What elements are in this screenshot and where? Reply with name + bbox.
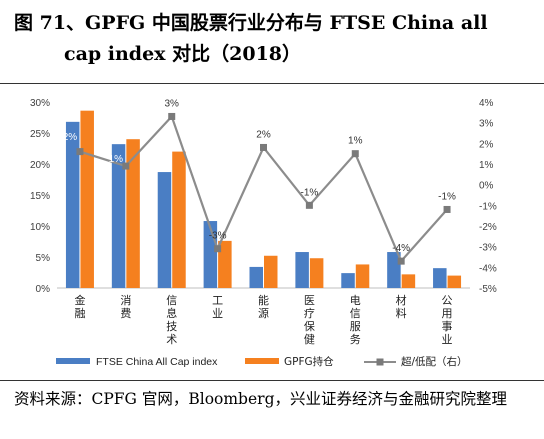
y-left-tick-label: 20%	[30, 160, 50, 171]
x-tick-label-char: 用	[442, 307, 453, 320]
x-tick-label-char: 息	[166, 306, 177, 320]
bar-gpfg	[172, 151, 186, 288]
diff-marker	[214, 245, 222, 253]
diff-marker	[351, 150, 359, 158]
y-right-tick-label: -3%	[479, 243, 497, 254]
diff-marker	[76, 148, 84, 156]
diff-marker	[305, 201, 313, 209]
source-note: 资料来源：CPFG 官网，Bloomberg，兴业证券经济与金融研究院整理	[14, 390, 507, 408]
diff-data-label: 2%	[256, 129, 271, 140]
x-tick-label-char: 业	[212, 307, 223, 320]
bar-ftse	[157, 172, 172, 288]
bar-gpfg	[355, 264, 370, 288]
y-left-tick-label: 15%	[30, 191, 50, 202]
diff-marker	[122, 162, 130, 170]
x-tick-label-char: 金	[74, 293, 85, 307]
y-right-tick-label: 1%	[479, 160, 494, 171]
diff-marker	[260, 143, 267, 151]
bar-gpfg	[447, 275, 462, 288]
x-tick-label-char: 信	[166, 294, 177, 307]
x-tick-label-char: 保	[304, 319, 315, 333]
bar-gpfg	[218, 240, 232, 288]
bar-gpfg	[264, 255, 278, 288]
y-left-tick-label: 0%	[36, 284, 51, 295]
y-right-tick-label: -1%	[479, 201, 497, 212]
x-tick-label-char: 医	[304, 294, 315, 307]
y-right-tick-label: -2%	[479, 222, 497, 233]
bottom-rule	[0, 380, 544, 381]
x-tick-label-char: 事	[442, 320, 453, 333]
legend-marker-diff	[376, 358, 384, 366]
x-tick-label-char: 消	[120, 293, 131, 307]
legend-label-ftse: FTSE China All Cap index	[96, 356, 218, 368]
bar-gpfg	[80, 110, 94, 289]
bar-gpfg	[309, 258, 324, 288]
x-tick-label-char: 材	[396, 293, 407, 307]
x-tick-label-char: 能	[258, 293, 269, 307]
x-tick-label-char: 融	[74, 307, 85, 320]
diff-data-label: 3%	[164, 98, 179, 109]
y-right-tick-label: -5%	[479, 284, 497, 295]
x-tick-label-char: 工	[212, 294, 223, 307]
figure-title: 图 71、GPFG 中国股票行业分布与 FTSE China all cap i…	[14, 8, 534, 70]
x-tick-label-char: 费	[120, 307, 131, 320]
diff-data-label: 1%	[109, 154, 124, 165]
y-left-tick-label: 30%	[30, 98, 50, 109]
y-left-tick-label: 25%	[30, 129, 50, 140]
bar-ftse	[387, 252, 401, 288]
bar-ftse	[111, 144, 126, 288]
legend-swatch-gpfg	[245, 358, 279, 364]
x-tick-label-char: 技	[166, 320, 177, 333]
figure-title-line2: cap index 对比（2018）	[64, 43, 302, 65]
legend-label-diff: 超/低配（右）	[401, 355, 468, 368]
bar-ftse	[341, 273, 355, 288]
bar-ftse	[65, 121, 80, 288]
x-tick-label-char: 电	[350, 294, 361, 307]
diff-marker	[168, 112, 176, 120]
bar-gpfg	[126, 139, 140, 288]
y-left-tick-label: 5%	[36, 253, 51, 264]
figure-title-line1: 图 71、GPFG 中国股票行业分布与 FTSE China all	[14, 12, 488, 34]
y-right-tick-label: -4%	[479, 263, 497, 274]
x-tick-label-char: 疗	[304, 306, 315, 320]
diff-data-label: -1%	[300, 187, 318, 198]
diff-marker	[443, 205, 451, 213]
x-tick-label-char: 术	[166, 333, 177, 346]
x-tick-label-char: 公	[442, 294, 453, 307]
diff-data-label: -4%	[392, 243, 410, 254]
diff-data-label: -3%	[209, 231, 227, 242]
x-tick-label-char: 料	[396, 306, 407, 320]
y-right-tick-label: 2%	[479, 139, 494, 150]
bar-ftse	[249, 266, 263, 288]
bar-gpfg	[401, 274, 416, 288]
x-tick-label-char: 健	[304, 333, 315, 346]
x-tick-label-char: 信	[350, 307, 361, 320]
y-right-tick-label: 0%	[479, 181, 494, 192]
x-tick-label-char: 服	[350, 320, 361, 333]
y-left-tick-label: 10%	[30, 222, 50, 233]
diff-data-label: -1%	[438, 191, 456, 202]
y-right-tick-label: 4%	[479, 98, 494, 109]
legend-swatch-ftse	[56, 358, 90, 364]
diff-data-label: 2%	[63, 132, 78, 143]
x-tick-label-char: 业	[442, 333, 453, 346]
x-tick-label-char: 源	[258, 306, 269, 320]
y-right-tick-label: 3%	[479, 119, 494, 130]
chart: 30% 25% 20% 15% 10% 5% 0% 4% 3% 2% 1% 0% -1% -2% -3% -4…	[30, 98, 497, 368]
diff-data-label: 1%	[348, 136, 363, 147]
bar-ftse	[433, 268, 447, 288]
x-tick-label-char: 务	[350, 333, 361, 346]
legend-label-gpfg: GPFG持仓	[284, 355, 334, 368]
bar-ftse	[295, 252, 309, 288]
diff-marker	[397, 257, 405, 265]
top-rule	[0, 83, 544, 84]
